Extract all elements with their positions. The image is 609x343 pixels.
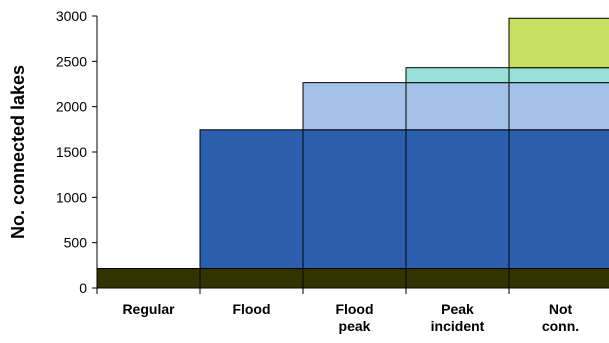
y-ticks-group: 0 500 1000 1500 2000 2500 3000: [56, 8, 97, 296]
x-category-label: Regular: [122, 301, 175, 317]
bar-segment-4-1: [508, 129, 609, 270]
bar-segment-1-1: [199, 129, 304, 270]
bar-segment-1-0: [199, 268, 304, 289]
bar-segment-3-2: [405, 82, 510, 131]
y-axis-title: No. connected lakes: [8, 65, 28, 239]
bar-segment-4-2: [508, 82, 609, 131]
bar-segment-3-0: [405, 268, 510, 289]
bar-segment-4-3: [508, 67, 609, 84]
y-tick-label: 2500: [56, 53, 87, 69]
x-category-label: Flood: [232, 301, 270, 317]
x-category-label: Flood peak: [335, 301, 373, 334]
x-ticks-group: Regular Flood Flood peak Peak incident Not conn…: [96, 288, 579, 334]
y-tick-label: 1000: [56, 189, 87, 205]
y-tick-label: 0: [79, 280, 87, 296]
bar-segment-4-4: [508, 17, 609, 69]
y-tick-label: 500: [64, 235, 88, 251]
bar-segment-3-3: [405, 67, 510, 84]
bars-group: [96, 17, 609, 289]
x-category-label: Peak incident: [431, 301, 485, 334]
y-tick-label: 2000: [56, 99, 87, 115]
x-category-label: Not conn.: [542, 301, 579, 334]
bar-segment-2-2: [302, 82, 407, 131]
bar-segment-0-0: [96, 268, 201, 289]
y-tick-label: 1500: [56, 144, 87, 160]
bar-segment-4-0: [508, 268, 609, 289]
bar-segment-2-0: [302, 268, 407, 289]
y-tick-label: 3000: [56, 8, 87, 24]
bar-segment-2-1: [302, 129, 407, 270]
bar-segment-3-1: [405, 129, 510, 270]
